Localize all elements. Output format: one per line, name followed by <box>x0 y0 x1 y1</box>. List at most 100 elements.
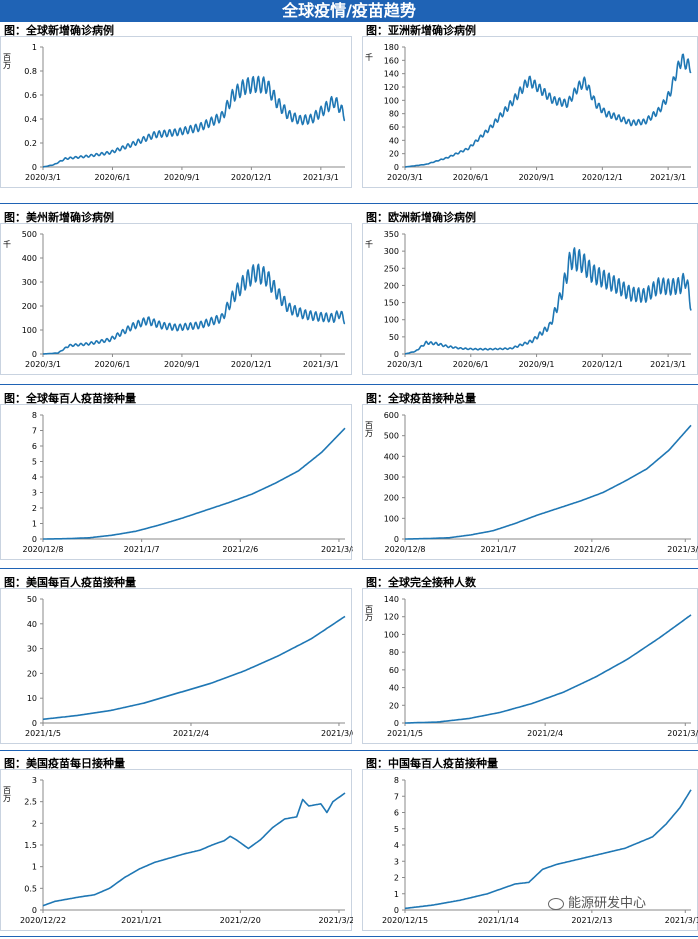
x-tick-label: 2020/9/1 <box>164 173 200 182</box>
line-chart: 0 0.2 0.4 0.6 0.8 1 2020/3/1 2020/6/1 2020/9/1 20… <box>3 43 346 182</box>
x-tick-label: 2020/6/1 <box>94 360 130 369</box>
x-tick-label: 2021/2/13 <box>571 916 612 925</box>
y-tick-label: 0 <box>394 163 399 172</box>
x-tick-label: 2020/12/1 <box>231 173 272 182</box>
y-tick-label: 200 <box>384 281 399 290</box>
y-tick-label: 2 <box>32 819 37 828</box>
y-tick-label: 40 <box>389 136 399 145</box>
line-chart: 0 1 2 3 4 5 6 7 8 2020/12/8 2021/1/7 2021/2/6 2021/3… <box>22 411 353 554</box>
y-tick-label: 140 <box>384 70 399 79</box>
y-tick-label: 4 <box>32 473 37 482</box>
x-tick-label: 2021/2/6 <box>574 545 610 554</box>
y-tick-label: 3 <box>32 776 37 785</box>
y-tick-label: 30 <box>27 645 37 654</box>
y-tick-label: 350 <box>384 230 399 239</box>
series-line <box>42 792 346 907</box>
y-tick-label: 10 <box>27 694 37 703</box>
y-tick-label: 400 <box>384 452 399 461</box>
x-tick-label: 2020/3/1 <box>25 360 61 369</box>
series-line <box>404 53 692 168</box>
line-chart: 0 100 200 300 400 500 2020/3/1 2020/6/1 2020/9/1… <box>3 230 346 369</box>
series-line <box>404 247 692 355</box>
x-tick-label: 2021/3/22 <box>318 916 353 925</box>
y-tick-label: 1 <box>32 43 37 52</box>
y-tick-label: 120 <box>384 83 399 92</box>
x-tick-label: 2021/3/15 <box>665 916 698 925</box>
y-tick-label: 0.4 <box>24 115 37 124</box>
y-axis-label: 百万 <box>3 786 12 803</box>
y-axis-label: 百万 <box>365 421 374 438</box>
y-tick-label: 1 <box>32 863 37 872</box>
x-tick-label: 2021/3/1 <box>650 173 686 182</box>
chart-panel: 图：美国疫苗每日接种量 0 0.5 1 1.5 2 2.5 3 2020/12/22 2021/1… <box>0 755 353 931</box>
chart-panel: 图：全球完全接种人数 0 20 40 60 80 100 120 140 2021/1/5 2021… <box>362 574 698 744</box>
y-tick-label: 0.5 <box>24 884 37 893</box>
chart-title: 图：全球新增确诊病例 <box>4 24 114 37</box>
y-axis-label: 百万 <box>365 605 374 622</box>
x-tick-label: 2021/3/1 <box>303 360 339 369</box>
y-tick-label: 0.8 <box>24 67 37 76</box>
series-line <box>405 424 692 540</box>
x-tick-label: 2020/12/15 <box>382 916 428 925</box>
x-tick-label: 2021/3/8 <box>321 545 353 554</box>
y-tick-label: 100 <box>384 96 399 105</box>
x-tick-label: 2020/3/1 <box>387 173 423 182</box>
y-tick-label: 200 <box>22 302 37 311</box>
chart-title: 图：美国疫苗每日接种量 <box>4 757 125 770</box>
chart-title: 图：全球完全接种人数 <box>366 576 476 589</box>
y-tick-label: 0.6 <box>24 91 37 100</box>
chart-frame: 0 20 40 60 80 100 120 140 160 180 2020/3/1 2020/6/1… <box>362 36 698 188</box>
x-tick-label: 2021/1/5 <box>25 729 61 738</box>
watermark-text: 能源研发中心 <box>568 896 647 911</box>
y-tick-label: 3 <box>32 489 37 498</box>
y-tick-label: 0 <box>32 719 37 728</box>
x-tick-label: 2020/12/1 <box>582 173 623 182</box>
chart-panel: 图：中国每百人疫苗接种量 0 1 2 3 4 5 6 7 8 2020/12/15 2021/1/14… <box>362 755 698 931</box>
y-tick-label: 120 <box>384 613 399 622</box>
x-tick-label: 2021/2/20 <box>220 916 261 925</box>
y-tick-label: 60 <box>389 123 399 132</box>
x-tick-label: 2021/2/4 <box>527 729 563 738</box>
wechat-icon <box>548 897 564 910</box>
y-tick-label: 0.2 <box>24 139 37 148</box>
x-tick-label: 2021/3/8 <box>667 545 698 554</box>
x-tick-label: 2020/9/1 <box>164 360 200 369</box>
y-tick-label: 150 <box>384 299 399 308</box>
line-chart: 0 50 100 150 200 250 300 350 2020/3/1 2020/6/1 202… <box>365 230 692 369</box>
y-tick-label: 1 <box>394 890 399 899</box>
x-tick-label: 2021/3/1 <box>303 173 339 182</box>
y-tick-label: 8 <box>32 411 37 420</box>
chart-frame: 0 10 20 30 40 50 2021/1/5 2021/2/4 2021/3/6 <box>0 588 353 744</box>
x-tick-label: 2020/12/8 <box>22 545 63 554</box>
series-line <box>405 614 692 724</box>
y-tick-label: 140 <box>384 595 399 604</box>
chart-panel: 图：全球每百人疫苗接种量 0 1 2 3 4 5 6 7 8 2020/12/8 2021/1/7 20… <box>0 390 353 560</box>
line-chart: 0 1 2 3 4 5 6 7 8 2020/12/15 2021/1/14 2021/2/13 202… <box>382 776 698 925</box>
chart-panel: 图：欧洲新增确诊病例 0 50 100 150 200 250 300 350 2020/3/1 2… <box>362 209 698 375</box>
y-tick-label: 0 <box>32 350 37 359</box>
x-tick-label: 2020/9/1 <box>519 173 555 182</box>
page-banner: 全球疫情/疫苗趋势 <box>0 0 698 22</box>
x-tick-label: 2021/1/7 <box>480 545 516 554</box>
y-tick-label: 7 <box>32 427 37 436</box>
y-tick-label: 100 <box>384 316 399 325</box>
y-tick-label: 200 <box>384 494 399 503</box>
y-tick-label: 300 <box>384 247 399 256</box>
y-tick-label: 600 <box>384 411 399 420</box>
y-tick-label: 7 <box>394 792 399 801</box>
page-title: 全球疫情/疫苗趋势 <box>282 1 416 20</box>
y-tick-label: 6 <box>394 809 399 818</box>
y-tick-label: 0 <box>394 719 399 728</box>
x-tick-label: 2021/3/6 <box>667 729 698 738</box>
line-chart: 0 20 40 60 80 100 120 140 160 180 2020/3/1 2020/6/1… <box>365 43 692 182</box>
y-tick-label: 1 <box>32 520 37 529</box>
y-axis-label: 千 <box>3 239 12 249</box>
y-tick-label: 1.5 <box>24 841 37 850</box>
y-tick-label: 40 <box>27 620 37 629</box>
line-chart: 0 100 200 300 400 500 600 2020/12/8 2021/1/7 2021… <box>365 411 698 554</box>
y-tick-label: 80 <box>389 648 399 657</box>
y-tick-label: 250 <box>384 264 399 273</box>
y-tick-label: 80 <box>389 110 399 119</box>
y-tick-label: 300 <box>22 278 37 287</box>
y-tick-label: 5 <box>32 458 37 467</box>
